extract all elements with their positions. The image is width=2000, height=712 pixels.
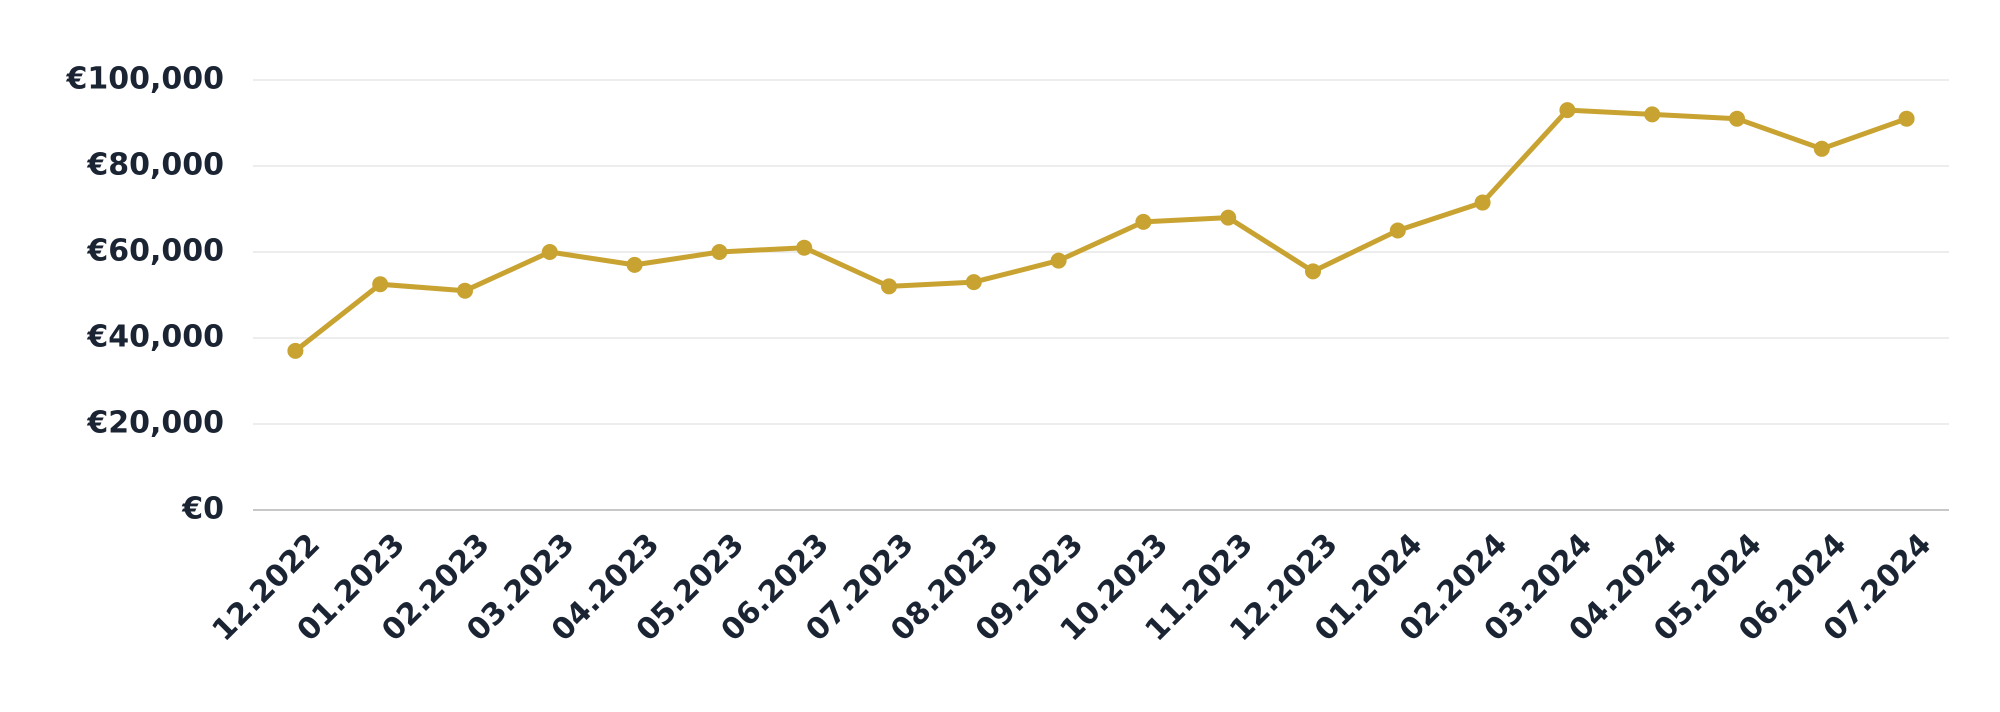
data-point (541, 244, 558, 260)
data-point (1305, 263, 1321, 280)
y-tick-label: €80,000 (86, 148, 224, 183)
y-tick-label: €0 (181, 492, 224, 527)
y-tick-label: €20,000 (86, 406, 224, 441)
data-point (287, 342, 304, 359)
data-point (1559, 102, 1576, 119)
y-tick-label: €100,000 (65, 62, 224, 97)
data-point (1389, 222, 1406, 239)
data-point (626, 256, 643, 273)
y-tick-label: €40,000 (86, 320, 224, 355)
data-point (965, 274, 982, 291)
data-point (1220, 209, 1237, 226)
data-point (372, 276, 389, 293)
data-point (711, 244, 728, 260)
y-tick-label: €60,000 (86, 234, 224, 269)
data-point (796, 239, 813, 256)
data-point (1050, 252, 1067, 269)
data-line (293, 107, 1908, 353)
data-point (1474, 194, 1491, 211)
data-point (1898, 110, 1915, 127)
data-point (457, 282, 473, 299)
data-point (1813, 140, 1830, 157)
data-point (1135, 213, 1152, 230)
data-point (1644, 106, 1661, 123)
data-point (881, 278, 897, 295)
data-point (1729, 110, 1745, 127)
